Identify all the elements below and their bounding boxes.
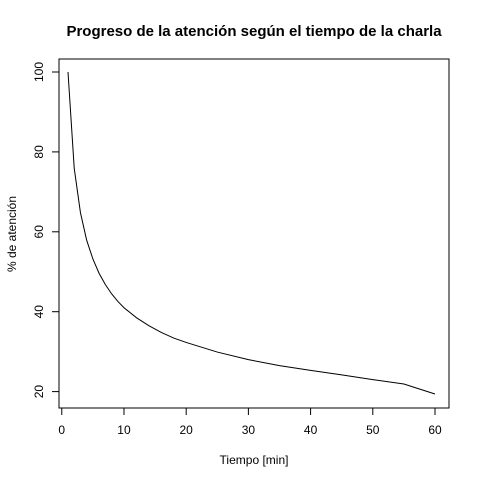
x-tick-label: 20	[180, 423, 194, 437]
series-line	[67, 71, 436, 395]
x-tick-label: 30	[242, 423, 256, 437]
y-tick-label: 80	[32, 145, 46, 159]
x-tick-label: 40	[304, 423, 318, 437]
x-axis-label: Tiempo [min]	[220, 453, 289, 467]
chart-title: Progreso de la atención según el tiempo …	[66, 23, 442, 40]
x-tick-label: 50	[366, 423, 380, 437]
y-tick-label: 100	[32, 62, 46, 82]
plot-frame	[58, 58, 450, 409]
x-tick-label: 10	[117, 423, 131, 437]
series-group	[67, 71, 436, 395]
x-tick-label: 60	[428, 423, 442, 437]
x-axis: 0 10 20 30 40 50 60	[58, 407, 442, 437]
y-tick-label: 40	[32, 305, 46, 319]
y-tick-label: 20	[32, 385, 46, 399]
x-tick-label: 0	[58, 423, 65, 437]
y-tick-label: 60	[32, 225, 46, 239]
y-axis-label: % de atención	[5, 196, 19, 272]
y-axis: 20 40 60 80 100	[32, 62, 60, 399]
